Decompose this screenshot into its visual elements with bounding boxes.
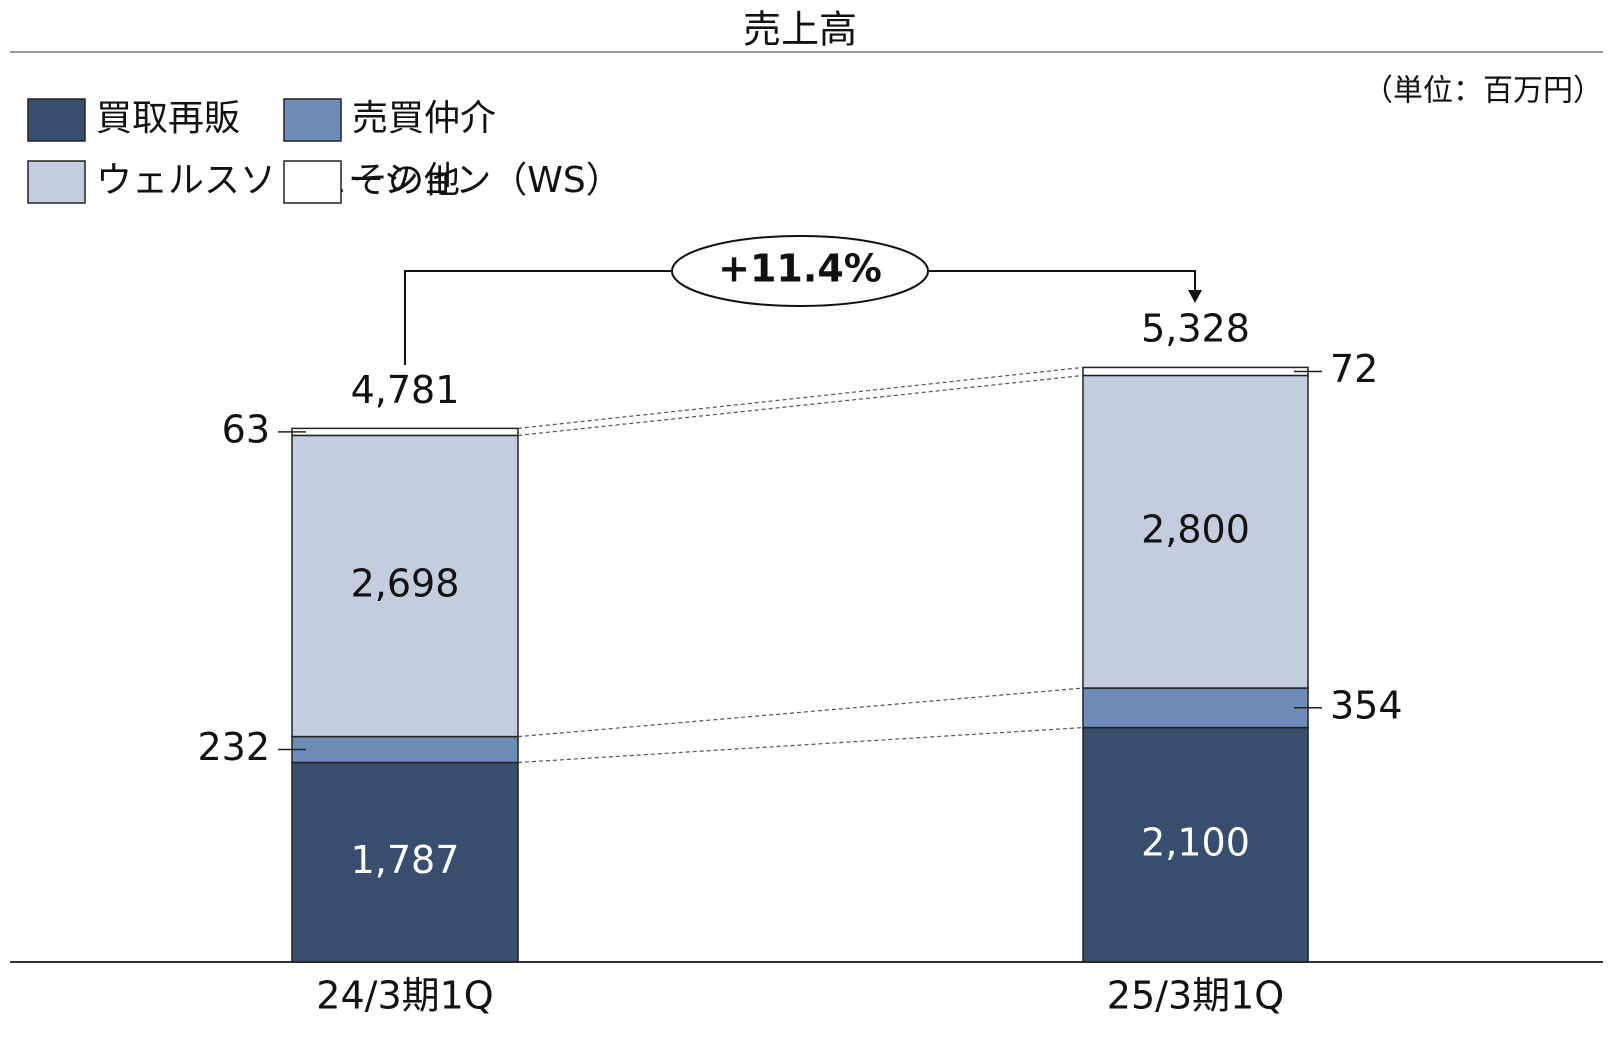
legend-swatch [283,160,342,204]
total-label: 4,781 [351,368,460,412]
chart-title: 売上高 [743,8,857,52]
x-tick-label: 24/3期1Q [316,974,493,1018]
connector-dashed [517,687,1084,738]
legend-label: ウェルスソリューション（WS） [96,160,622,201]
data-label: 354 [1330,683,1403,727]
unit-label: （単位：百万円） [1363,74,1603,109]
bar-segment [291,427,519,437]
data-label: 72 [1330,347,1378,391]
connector-dashed [517,366,1084,429]
connector-dashed [517,726,1084,764]
total-label: 5,328 [1141,307,1250,351]
bar-segment [291,434,519,738]
legend-label: その他 [352,160,460,201]
connector-dashed [517,374,1084,437]
legend-swatch [27,160,86,204]
legend-label: 売買仲介 [352,98,496,139]
bar-segment [1082,366,1309,377]
growth-badge [671,235,929,307]
growth-connector [404,270,1196,365]
growth-arrow [1188,290,1202,303]
data-label: 63 [222,407,270,451]
data-label: 232 [197,725,270,769]
data-label: 1,787 [351,838,460,882]
data-label: 2,100 [1141,820,1250,864]
data-label: 2,698 [351,562,460,606]
legend-swatch [27,98,86,142]
legend-swatch [283,98,342,142]
data-label: 2,800 [1141,507,1250,551]
x-tick-label: 25/3期1Q [1107,974,1284,1018]
bar-segment [1082,374,1309,689]
growth-label: +11.4% [718,247,882,291]
bar-segment [291,735,519,764]
legend-label: 買取再販 [96,98,240,139]
bar-segment [1082,687,1309,729]
